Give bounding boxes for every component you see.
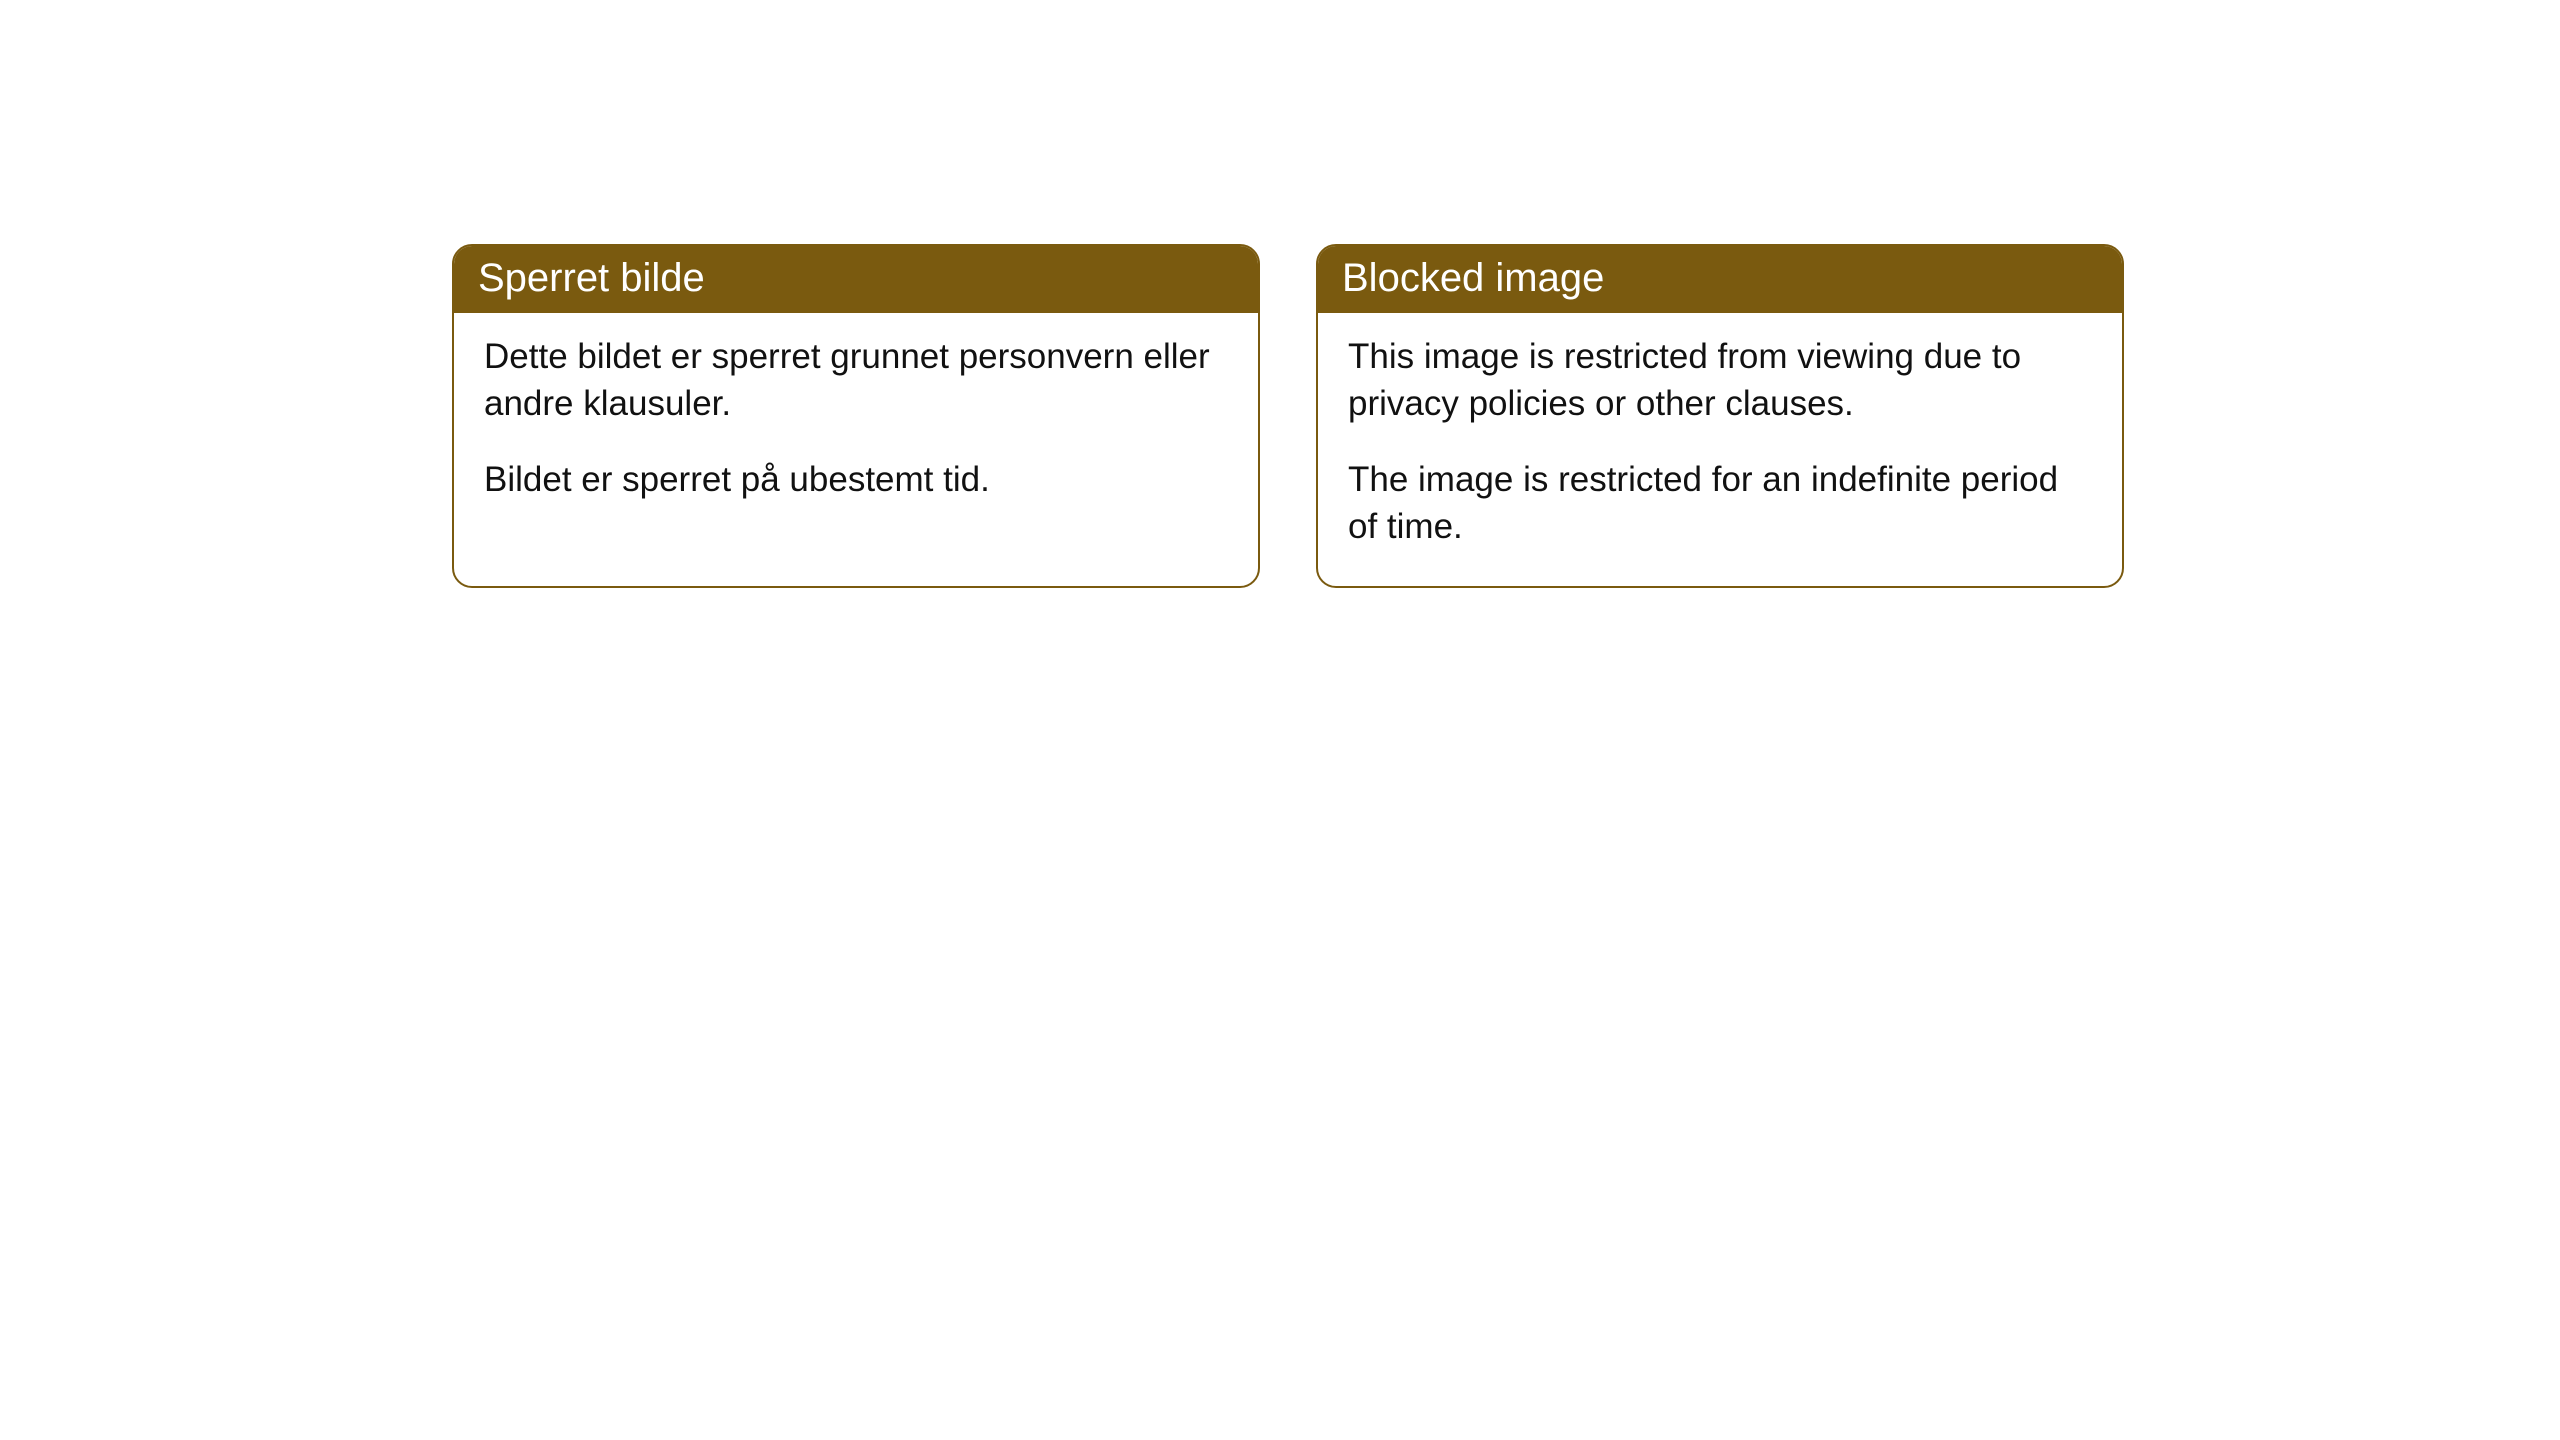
card-body: Dette bildet er sperret grunnet personve… [454, 313, 1258, 539]
blocked-image-card-no: Sperret bilde Dette bildet er sperret gr… [452, 244, 1260, 588]
card-paragraph: Dette bildet er sperret grunnet personve… [484, 333, 1228, 428]
card-paragraph: Bildet er sperret på ubestemt tid. [484, 456, 1228, 503]
blocked-image-card-en: Blocked image This image is restricted f… [1316, 244, 2124, 588]
card-header: Sperret bilde [454, 246, 1258, 313]
card-header: Blocked image [1318, 246, 2122, 313]
notice-cards-container: Sperret bilde Dette bildet er sperret gr… [0, 0, 2560, 588]
card-paragraph: This image is restricted from viewing du… [1348, 333, 2092, 428]
card-paragraph: The image is restricted for an indefinit… [1348, 456, 2092, 551]
card-body: This image is restricted from viewing du… [1318, 313, 2122, 586]
